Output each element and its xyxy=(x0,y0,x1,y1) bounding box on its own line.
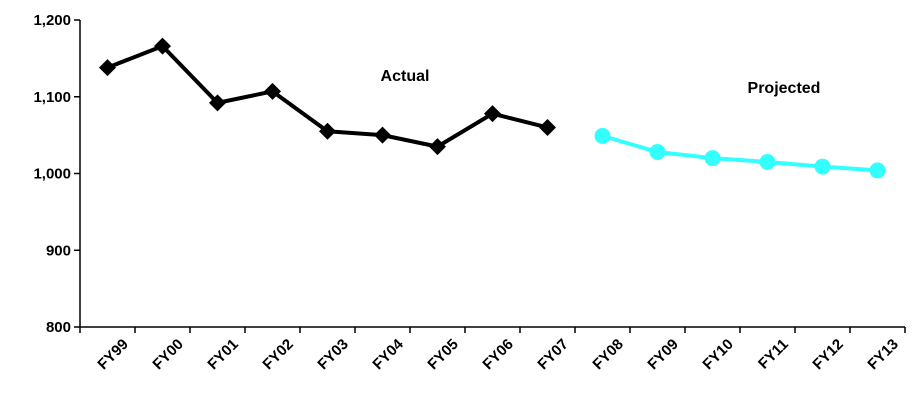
x-tick-label: FY11 xyxy=(755,336,792,373)
x-tick-label: FY07 xyxy=(534,336,571,373)
x-tick-label: FY04 xyxy=(369,335,407,373)
annotation-projected: Projected xyxy=(748,80,821,97)
x-tick-label: FY10 xyxy=(699,336,736,373)
x-tick-label: FY06 xyxy=(479,336,516,373)
data-point-circle xyxy=(649,144,666,161)
x-tick-label: FY13 xyxy=(864,336,901,373)
x-tick-label: FY03 xyxy=(314,336,351,373)
x-tick-label: FY09 xyxy=(644,336,681,373)
data-point-circle xyxy=(704,150,721,167)
data-point-diamond xyxy=(539,118,556,136)
data-point-diamond xyxy=(264,82,281,100)
x-tick-label: FY00 xyxy=(149,336,186,373)
series-layer xyxy=(99,37,886,179)
annotation-actual: Actual xyxy=(381,68,430,85)
y-tick-label: 1,100 xyxy=(33,89,71,106)
data-point-diamond xyxy=(319,122,336,140)
y-tick-label: 800 xyxy=(46,319,71,336)
y-tick-label: 900 xyxy=(46,242,71,259)
y-tick-label: 1,000 xyxy=(33,166,71,183)
data-point-circle xyxy=(869,162,886,179)
axes xyxy=(79,20,905,328)
data-point-diamond xyxy=(429,138,446,156)
x-tick-label: FY08 xyxy=(589,336,626,373)
x-tick-label: FY99 xyxy=(94,336,131,373)
x-tick-label: FY12 xyxy=(809,336,846,373)
data-point-diamond xyxy=(99,59,116,77)
x-tick-label: FY01 xyxy=(204,336,241,373)
data-point-circle xyxy=(814,158,831,175)
data-point-diamond xyxy=(154,37,171,55)
y-tick-label: 1,200 xyxy=(33,12,71,29)
y-axis-ticks: 800 900 1,000 1,100 1,200 xyxy=(33,12,80,336)
x-tick-label: FY05 xyxy=(424,336,461,373)
data-point-diamond xyxy=(374,126,391,144)
data-point-diamond xyxy=(209,94,226,112)
x-tick-label: FY02 xyxy=(259,336,296,373)
data-point-circle xyxy=(759,153,776,170)
data-point-circle xyxy=(594,127,611,144)
x-axis-ticks: FY99 FY00 FY01 FY02 FY03 FY04 FY05 FY06 FY07 FY08… xyxy=(79,327,906,373)
series-2-line xyxy=(601,133,878,173)
data-point-diamond xyxy=(484,105,501,123)
